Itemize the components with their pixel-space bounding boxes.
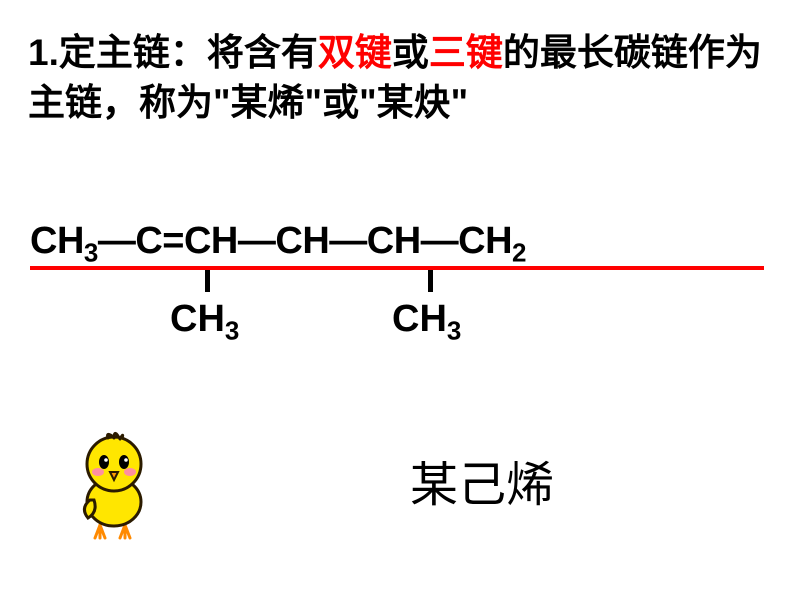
chick-icon: [70, 430, 160, 540]
rule-heading: 1.定主链：将含有双键或三键的最长碳链作为主链，称为"某烯"或"某炔": [28, 28, 766, 128]
substituent-1: CH3: [170, 298, 239, 347]
structural-formula: CH3—C=CH—CH—CH—CH2 CH3 CH3: [30, 220, 764, 269]
heading-prefix: 1.: [28, 32, 59, 73]
heading-text-1: 定主链：将含有: [59, 32, 318, 73]
vertical-bond-1: [205, 270, 210, 292]
heading-text-2: 或: [392, 32, 429, 73]
vertical-bond-2: [428, 270, 433, 292]
substituent-2: CH3: [392, 298, 461, 347]
compound-name: 某己烯: [410, 445, 554, 515]
heading-red-1: 双键: [318, 32, 392, 73]
main-chain: CH3—C=CH—CH—CH—CH2: [30, 220, 764, 269]
main-chain-underline: [30, 266, 764, 270]
heading-red-2: 三键: [429, 32, 503, 73]
